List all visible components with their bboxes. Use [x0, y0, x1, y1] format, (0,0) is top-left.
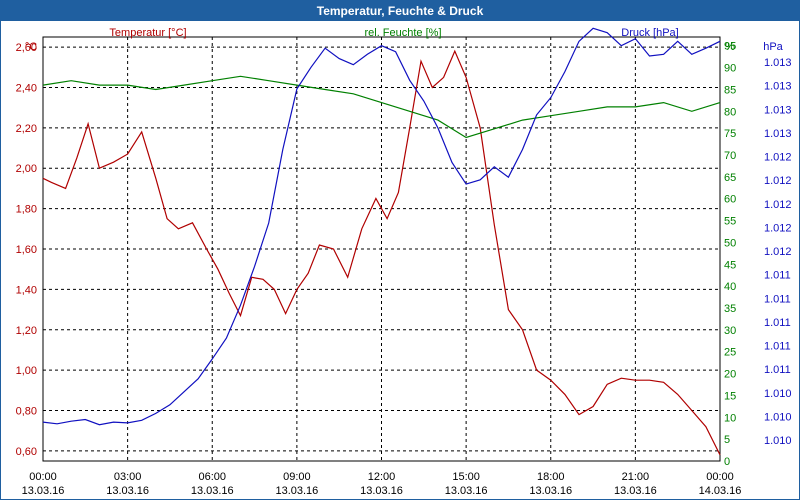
series-line-temperature [42, 49, 721, 456]
humidity-tick: 5 [724, 434, 730, 446]
pressure-tick: 1.012 [764, 152, 792, 164]
temperature-tick: 1,00 [16, 365, 37, 377]
pressure-tick: 1.010 [764, 435, 792, 447]
temperature-tick: 2,00 [16, 163, 37, 175]
humidity-tick: 30 [724, 325, 736, 337]
humidity-tick: 95 [724, 41, 736, 53]
pressure-tick: 1.011 [764, 270, 791, 282]
x-tick-date: 13.03.16 [360, 485, 403, 497]
pressure-unit: hPa [763, 41, 783, 53]
humidity-tick: 15 [724, 390, 736, 402]
humidity-tick: 85 [724, 84, 736, 96]
humidity-tick: 10 [724, 412, 736, 424]
temperature-tick: 2,60 [16, 42, 37, 54]
humidity-tick: 35 [724, 303, 736, 315]
x-tick-date: 13.03.16 [275, 485, 318, 497]
pressure-tick: 1.013 [764, 104, 792, 116]
temperature-tick: 0,60 [16, 446, 37, 458]
temperature-unit: °C [25, 41, 37, 53]
pressure-tick: 1.013 [764, 128, 792, 140]
humidity-tick: 75 [724, 128, 736, 140]
x-tick-time: 03:00 [114, 471, 142, 483]
humidity-tick: 60 [724, 194, 736, 206]
humidity-tick: 20 [724, 369, 736, 381]
temperature-tick: 1,60 [16, 244, 37, 256]
temperature-axis-label: Temperatur [°C] [109, 27, 186, 39]
x-tick-time: 09:00 [283, 471, 311, 483]
humidity-tick: 55 [724, 216, 736, 228]
humidity-tick: 40 [724, 281, 736, 293]
x-tick-time: 15:00 [452, 471, 480, 483]
x-tick-date: 13.03.16 [529, 485, 572, 497]
x-tick-date: 13.03.16 [22, 485, 65, 497]
pressure-axis-label: Druck [hPa] [621, 27, 678, 39]
temperature-tick: 1,80 [16, 204, 37, 216]
x-tick-time: 18:00 [537, 471, 565, 483]
x-tick-time: 06:00 [198, 471, 226, 483]
window-title: Temperatur, Feuchte & Druck [1, 1, 799, 21]
series-line-pressure [42, 27, 721, 426]
humidity-tick: 45 [724, 259, 736, 271]
humidity-tick: 65 [724, 172, 736, 184]
humidity-unit: % [725, 41, 735, 53]
temperature-tick: 1,20 [16, 325, 37, 337]
pressure-tick: 1.012 [764, 222, 792, 234]
pressure-tick: 1.011 [764, 293, 791, 305]
series-lines [42, 27, 721, 456]
grid-lines [43, 37, 720, 461]
time-axis: 00:00 13.03.16 03:00 13.03.16 06:00 13.03.16 0… [22, 471, 742, 497]
pressure-tick: 1.013 [764, 57, 792, 69]
humidity-tick: 90 [724, 63, 736, 75]
x-tick-date: 13.03.16 [614, 485, 657, 497]
pressure-tick: 1.012 [764, 199, 792, 211]
series-line-humidity [42, 75, 721, 139]
x-tick-time: 00:00 [706, 471, 734, 483]
x-tick-time: 00:00 [29, 471, 57, 483]
x-tick-time: 12:00 [368, 471, 396, 483]
pressure-tick: 1.010 [764, 411, 792, 423]
temperature-axis: 2,60 2,40 2,20 2,00 1,80 1,60 1,40 1,20 1,00 0,80… [16, 42, 37, 458]
x-tick-date: 13.03.16 [191, 485, 234, 497]
pressure-tick: 1.013 [764, 81, 792, 93]
humidity-axis-label: rel. Feuchte [%] [364, 27, 441, 39]
x-tick-date: 14.03.16 [699, 485, 742, 497]
humidity-tick: 25 [724, 347, 736, 359]
pressure-tick: 1.012 [764, 175, 792, 187]
pressure-tick: 1.012 [764, 246, 792, 258]
temperature-tick: 2,40 [16, 82, 37, 94]
temperature-tick: 1,40 [16, 284, 37, 296]
pressure-tick: 1.011 [764, 341, 791, 353]
pressure-tick: 1.011 [764, 317, 791, 329]
pressure-tick: 1.011 [764, 364, 791, 376]
humidity-tick: 70 [724, 150, 736, 162]
humidity-tick: 50 [724, 237, 736, 249]
pressure-axis: 1.013 1.013 1.013 1.013 1.012 1.012 1.012 1.012… [764, 57, 792, 447]
temperature-tick: 0,80 [16, 406, 37, 418]
x-tick-time: 21:00 [622, 471, 650, 483]
humidity-tick: 80 [724, 106, 736, 118]
temperature-tick: 2,20 [16, 123, 37, 135]
humidity-tick: 0 [724, 456, 730, 468]
x-tick-date: 13.03.16 [106, 485, 149, 497]
pressure-tick: 1.010 [764, 388, 792, 400]
x-tick-date: 13.03.16 [445, 485, 488, 497]
